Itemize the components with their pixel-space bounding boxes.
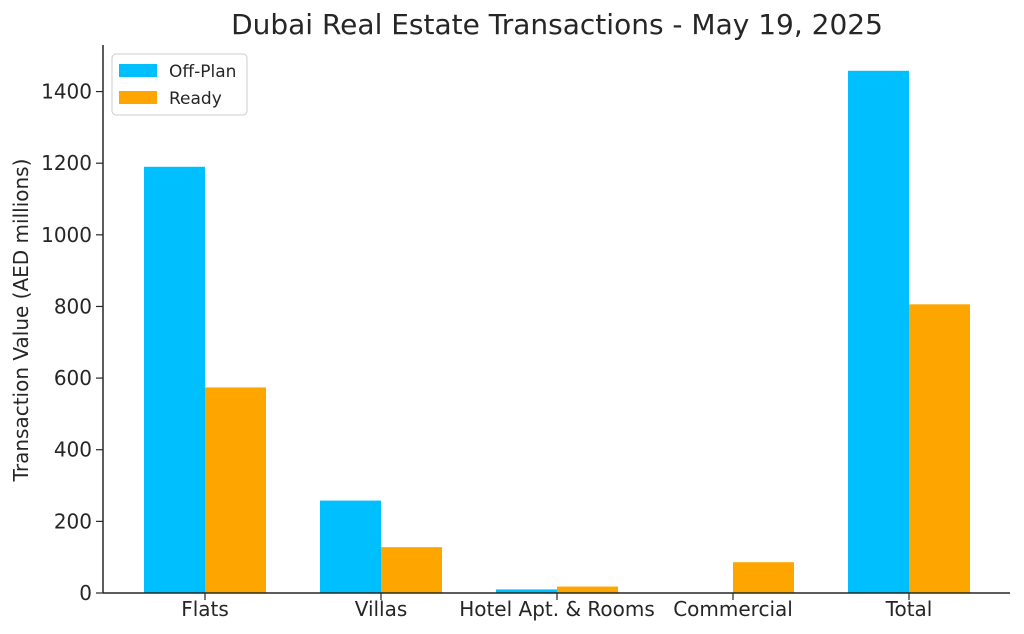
bar-ready-1 <box>381 547 442 593</box>
chart-title: Dubai Real Estate Transactions - May 19,… <box>231 8 883 41</box>
bar-offplan-2 <box>496 589 557 593</box>
y-tick-label: 200 <box>54 509 92 533</box>
bar-ready-3 <box>733 562 794 593</box>
legend-swatch-ready <box>119 91 157 104</box>
bars-group <box>144 70 970 594</box>
legend-swatch-offplan <box>119 64 157 77</box>
bar-ready-0 <box>205 387 266 593</box>
y-axis-label: Transaction Value (AED millions) <box>9 159 33 483</box>
x-tick-label: Villas <box>355 597 408 621</box>
x-axis-ticks: Flats Villas Hotel Apt. & Rooms Commercial T… <box>181 593 932 621</box>
bar-ready-4 <box>909 304 970 593</box>
y-tick-label: 800 <box>54 294 92 318</box>
legend-label-ready: Ready <box>169 89 222 109</box>
y-tick-label: 0 <box>79 581 92 605</box>
bar-offplan-4 <box>848 70 909 594</box>
x-tick-label: Hotel Apt. & Rooms <box>459 597 655 621</box>
y-tick-label: 1000 <box>41 223 92 247</box>
y-tick-label: 600 <box>54 366 92 390</box>
bar-ready-2 <box>557 586 618 593</box>
legend: Off-Plan Ready <box>111 53 248 116</box>
x-tick-label: Total <box>885 597 933 621</box>
y-tick-label: 400 <box>54 438 92 462</box>
bar-offplan-1 <box>320 500 381 593</box>
y-tick-label: 1200 <box>41 151 92 175</box>
bar-offplan-0 <box>144 166 205 593</box>
legend-label-offplan: Off-Plan <box>169 62 236 82</box>
x-tick-label: Commercial <box>673 597 793 621</box>
y-axis-ticks: 0 200 400 600 800 1000 1200 1400 <box>41 80 103 605</box>
x-tick-label: Flats <box>181 597 229 621</box>
y-tick-label: 1400 <box>41 80 92 104</box>
